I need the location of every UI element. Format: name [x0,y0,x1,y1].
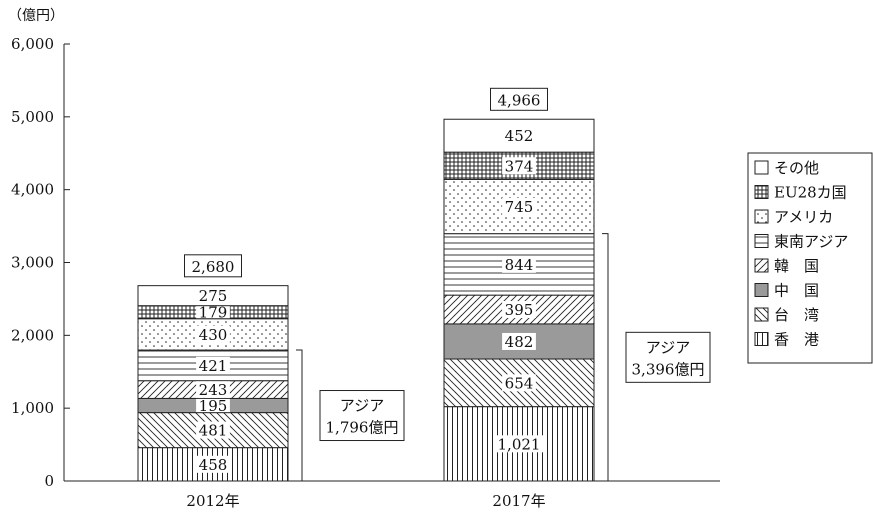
value-label: 195 [199,397,228,415]
value-label: 482 [505,333,534,351]
legend-swatch [754,332,769,346]
y-tick-label: 0 [44,472,54,490]
legend-entry-label: 台 湾 [774,306,819,324]
legend-entry-label: EU28カ国 [774,184,847,202]
value-label: 421 [199,357,228,375]
value-label: 458 [199,456,228,474]
legend-frame [747,152,873,364]
legend-entry-label: アメリカ [774,208,833,226]
asia-bracket [296,349,303,482]
legend-swatch [754,258,769,273]
asia-annotation-total: 1,796億円 [326,419,399,437]
value-label: 1,021 [498,435,541,453]
value-label-bg [502,301,536,319]
axis-layer: （億円） 0 1,000 2,000 3,000 4,000 5,000 6,000 2012年… [8,8,720,510]
value-label: 374 [505,157,534,175]
value-label: 844 [505,256,534,274]
value-label: 179 [199,304,228,322]
value-label-bg [196,381,230,398]
value-label-bg [502,255,536,273]
legend-swatch [754,209,769,224]
legend-swatch [754,283,769,297]
value-label-bg [196,421,230,439]
value-label-bg [196,306,230,319]
value-label-bg [196,287,230,305]
value-label-bg [502,332,536,350]
value-label-bg [196,325,230,343]
asia-bracket [602,233,609,482]
y-axis-unit-label: （億円） [8,8,64,24]
total-label: 2,680 [192,258,235,276]
value-label-bg [196,455,230,473]
value-label-bg [196,356,230,374]
value-label: 654 [505,374,534,392]
x-tick-label: 2012年 [186,492,239,510]
legend-entry-label: 東南アジア [774,233,848,251]
y-tick-label: 2,000 [11,326,54,344]
asia-annotation-box [625,331,711,383]
value-label: 395 [505,301,534,319]
legend-swatch [754,160,769,175]
value-label-bg [502,198,536,216]
asia-annotation-title: アジア [646,338,690,356]
y-tick-label: 1,000 [11,399,54,417]
value-label: 745 [505,198,534,216]
asia-annotation-total: 3,396億円 [632,360,705,378]
total-label-box [490,87,548,111]
value-label: 430 [199,326,228,344]
legend-swatch [754,307,769,322]
y-tick-label: 4,000 [11,181,54,199]
value-label-bg [493,435,545,453]
value-label: 481 [199,422,228,440]
value-label-bg [502,157,536,175]
value-label: 275 [199,287,228,305]
legend-entry-label: 中 国 [774,282,819,300]
legend-entry-label: 香 港 [774,331,819,349]
value-label-bg [196,398,230,413]
legend-entry-label: その他 [774,159,819,177]
y-tick-label: 6,000 [11,35,54,53]
legend-swatch [754,234,769,248]
x-tick-label: 2017年 [492,492,545,510]
y-tick-label: 5,000 [11,108,54,126]
legend-entry-label: 韓 国 [774,257,819,275]
asia-annotation-box [319,390,405,442]
value-label-bg [502,127,536,145]
asia-annotation-title: アジア [340,397,384,415]
legend-swatch [754,185,769,199]
bar-segment [443,118,595,153]
total-label-box [184,254,242,278]
value-label-bg [502,374,536,392]
value-label: 243 [199,381,228,399]
y-tick-label: 3,000 [11,254,54,272]
total-label: 4,966 [498,91,541,109]
value-label: 452 [505,127,534,145]
